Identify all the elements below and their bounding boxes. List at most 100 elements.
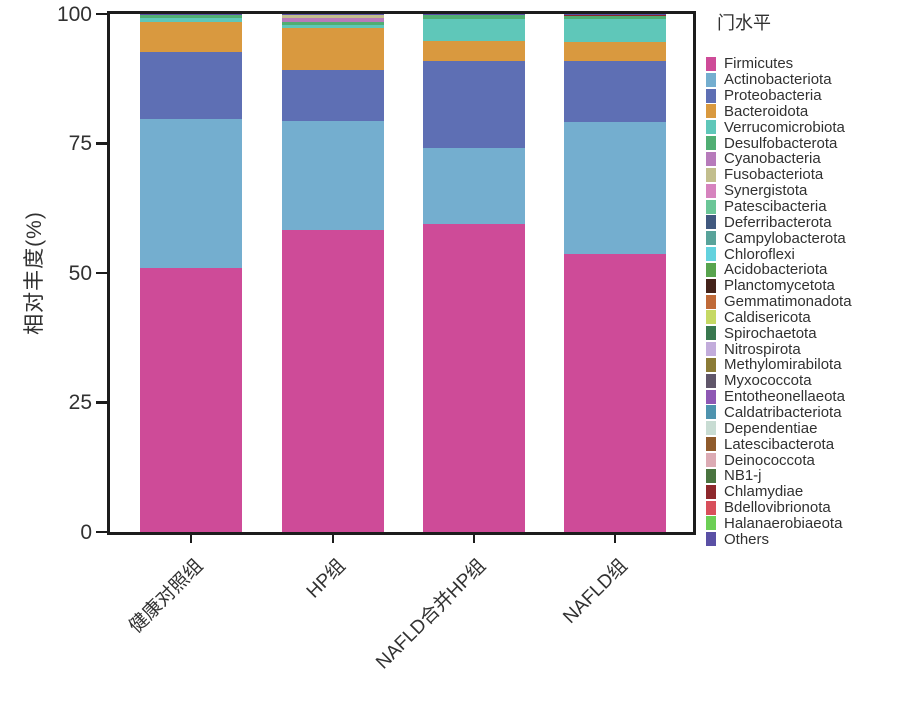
legend-swatch (706, 72, 716, 87)
legend-item: Acidobacteriota (706, 262, 852, 278)
legend-item: Dependentiae (706, 420, 852, 436)
y-tick-label: 25 (68, 391, 92, 414)
legend-item: Firmicutes (706, 56, 852, 72)
stacked-bar (423, 14, 525, 532)
legend-item-label: Spirochaetota (724, 324, 817, 342)
bar-segment-Proteobacteria (282, 69, 384, 122)
bar-segment-Bacteroidota (423, 40, 525, 61)
bar-segment-Bacteroidota (282, 28, 384, 70)
x-tick-mark (613, 534, 617, 543)
legend-items: Firmicutes Actinobacteriota Proteobacteria… (706, 56, 852, 547)
legend-item-label: Proteobacteria (724, 87, 822, 105)
y-tick-mark (96, 530, 107, 534)
x-axis-category-label: NAFLD组 (559, 555, 632, 628)
legend-swatch (706, 342, 716, 357)
legend-swatch (706, 120, 716, 135)
legend-swatch (706, 278, 716, 293)
legend-swatch (706, 88, 716, 103)
stacked-bar (140, 14, 242, 532)
bar-segment-Verrucomicrobiota (564, 19, 666, 42)
legend-item: Bacteroidota (706, 104, 852, 120)
legend-item-label: Others (724, 530, 770, 548)
y-tick-label: 0 (80, 520, 92, 544)
legend-item: Chlamydiae (706, 484, 852, 500)
legend-item-label: Methylomirabilota (724, 356, 842, 374)
legend-swatch (706, 136, 716, 151)
legend-item: Caldatribacteriota (706, 405, 852, 421)
legend-swatch (706, 516, 716, 531)
legend-item: Actinobacteriota (706, 72, 852, 88)
legend-item: Deferribacterota (706, 214, 852, 230)
legend-item: Others (706, 531, 852, 547)
legend-swatch (706, 167, 716, 182)
legend-item-label: Deferribacterota (724, 213, 832, 231)
legend-swatch (706, 532, 716, 547)
legend-item: Nitrospirota (706, 341, 852, 357)
legend-item-label: Caldisericota (724, 308, 811, 326)
legend-item: Verrucomicrobiota (706, 119, 852, 135)
legend-item: Methylomirabilota (706, 357, 852, 373)
x-tick-mark (331, 534, 335, 543)
legend-title: 门水平 (717, 13, 771, 33)
legend-item: Halanaerobiaeota (706, 515, 852, 531)
stacked-bar (282, 14, 384, 532)
x-axis-category-label: 健康对照组 (125, 555, 208, 638)
bar-segment-Desulfobacterota (140, 15, 242, 19)
legend-swatch (706, 500, 716, 515)
y-tick-label: 75 (68, 132, 92, 155)
bar-segment-Firmicutes (564, 253, 666, 532)
legend-item: Fusobacteriota (706, 167, 852, 183)
bar-segment-Desulfobacterota (423, 15, 525, 19)
legend-item-label: Synergistota (724, 182, 808, 200)
legend-swatch (706, 421, 716, 436)
legend-item-label: Patescibacteria (724, 198, 827, 216)
legend-item-label: Chlamydiae (724, 483, 804, 501)
legend-item: Proteobacteria (706, 88, 852, 104)
bar-segment-Fusobacteriota (282, 14, 384, 18)
y-tick-mark (96, 401, 107, 404)
bar-segment-Actinobacteriota (423, 147, 525, 225)
bar-segment-Firmicutes (423, 224, 525, 532)
bar-segment-Actinobacteriota (564, 121, 666, 254)
bar-segment-Actinobacteriota (282, 121, 384, 231)
stacked-bar (564, 14, 666, 532)
legend-item: Planctomycetota (706, 278, 852, 294)
legend-item: Synergistota (706, 183, 852, 199)
legend-item: Spirochaetota (706, 325, 852, 341)
y-tick-mark (96, 271, 107, 275)
bar-segment-Bacteroidota (140, 22, 242, 53)
bar-segment-Firmicutes (140, 267, 242, 532)
legend-swatch (706, 151, 716, 166)
legend-swatch (706, 310, 716, 325)
legend-item-label: Verrucomicrobiota (724, 118, 845, 136)
y-tick-mark (96, 142, 107, 145)
legend-item: Caldisericota (706, 310, 852, 326)
legend-swatch (706, 389, 716, 404)
x-tick-mark (472, 534, 476, 543)
bar-segment-Bacteroidota (564, 41, 666, 61)
y-tick-mark (96, 12, 107, 16)
legend-item: Myxococcota (706, 373, 852, 389)
legend-item-label: Firmicutes (724, 55, 794, 73)
legend-item: Gemmatimonadota (706, 294, 852, 310)
legend-item: NB1-j (706, 468, 852, 484)
legend-item-label: Caldatribacteriota (724, 403, 842, 421)
legend-swatch (706, 183, 716, 198)
x-axis-category-label: HP组 (302, 555, 350, 603)
legend-swatch (706, 104, 716, 119)
bar-segment-Verrucomicrobiota (140, 18, 242, 23)
legend-item-label: Acidobacteriota (724, 261, 828, 279)
legend-item: Bdellovibrionota (706, 500, 852, 516)
legend-item: Cyanobacteria (706, 151, 852, 167)
legend-swatch (706, 437, 716, 452)
legend-swatch (706, 262, 716, 277)
legend-item-label: Myxococcota (724, 372, 812, 390)
legend-swatch (706, 468, 716, 483)
legend-swatch (706, 484, 716, 499)
legend-swatch (706, 373, 716, 388)
legend-item-label: Bdellovibrionota (724, 499, 831, 517)
legend-swatch (706, 294, 716, 309)
y-tick-label: 100 (56, 2, 92, 26)
bar-segment-Desulfobacterota (282, 21, 384, 25)
